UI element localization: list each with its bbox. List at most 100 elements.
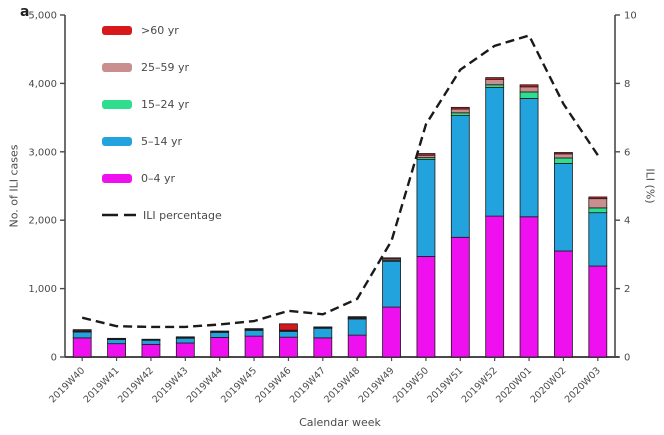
x-tick-label: 2019W45 — [219, 365, 259, 405]
bar-segment — [416, 256, 436, 358]
bar-segment — [519, 216, 539, 358]
x-tick-label: 2019W46 — [253, 365, 293, 405]
bar-segment — [141, 343, 161, 358]
bar-segment — [244, 335, 264, 358]
bar-segment — [588, 265, 608, 358]
legend-item: 5–14 yr — [102, 133, 222, 149]
y-right-tick-label: 0 — [624, 353, 630, 364]
y-left-tick-label: 1,000 — [28, 284, 57, 295]
bar-segment — [485, 215, 505, 358]
bar-segment — [554, 153, 573, 159]
bar-segment — [588, 207, 608, 214]
x-tick-label: 2019W44 — [185, 365, 225, 405]
x-tick-label: 2019W48 — [322, 365, 362, 405]
bar-segment — [554, 250, 573, 358]
bar-segment — [485, 77, 505, 80]
y-right-tick-label: 10 — [624, 11, 637, 22]
bar-segment — [279, 330, 298, 338]
y-right-tick-label: 8 — [624, 79, 630, 90]
x-tick-label: 2019W41 — [82, 365, 122, 405]
legend-label: 5–14 yr — [141, 134, 183, 148]
bar-segment — [450, 115, 470, 238]
legend-label: 25–59 yr — [141, 60, 190, 74]
bar-segment — [485, 87, 505, 217]
legend-swatch-icon — [102, 136, 132, 146]
x-tick-label: 2020W01 — [494, 365, 534, 405]
y-left-tick-label: 3,000 — [28, 147, 57, 158]
bar-segment — [450, 108, 470, 114]
legend-item: 15–24 yr — [102, 96, 222, 112]
bar-segment — [382, 257, 401, 260]
y-right-tick-label: 4 — [624, 216, 630, 227]
bar-segment — [107, 337, 126, 340]
y-axis-label-left: No. of ILI cases — [7, 144, 21, 228]
bar-segment — [554, 157, 573, 164]
x-axis-label: Calendar week — [299, 416, 381, 429]
ili-percentage-line — [81, 34, 599, 329]
bar-segment — [519, 91, 539, 99]
legend-swatch-icon — [102, 99, 132, 109]
y-right-tick-label: 6 — [624, 147, 630, 158]
y-right-tick-label: 2 — [624, 284, 630, 295]
legend-label: >60 yr — [141, 23, 179, 37]
legend-label: ILI percentage — [143, 208, 222, 222]
bar-segment — [519, 84, 539, 88]
legend-item: 25–59 yr — [102, 59, 222, 75]
bar-segment — [279, 323, 298, 331]
bar-segment — [519, 86, 539, 93]
bar-segment — [554, 152, 573, 155]
x-tick-label: 2020W03 — [563, 365, 603, 405]
bar-segment — [416, 153, 436, 156]
legend-swatch-icon — [102, 173, 132, 183]
bar-segment — [485, 84, 505, 88]
bar-segment — [485, 78, 505, 86]
bar-segment — [279, 336, 298, 358]
y-axis-label-right: ILI (%) — [643, 168, 657, 204]
bar-segment — [588, 212, 608, 267]
bar-segment — [588, 196, 608, 200]
bar-segment — [588, 198, 608, 209]
bar-segment — [416, 158, 436, 257]
x-tick-label: 2019W51 — [425, 365, 465, 405]
y-left-tick-label: 2,000 — [28, 216, 57, 227]
bar-segment — [210, 331, 230, 338]
bar-segment — [244, 328, 264, 330]
bar-segment — [347, 318, 367, 336]
bar-segment — [175, 342, 195, 358]
ili-percentage-path — [81, 34, 599, 329]
y-left-tick-label: 5,000 — [28, 11, 57, 22]
bar-segment — [313, 337, 333, 358]
legend-dash-icon — [102, 213, 136, 217]
bar-segment — [107, 343, 126, 358]
legend-swatch-icon — [102, 25, 132, 35]
bar-segment — [382, 260, 401, 308]
x-tick-label: 2019W43 — [150, 365, 190, 405]
x-tick-label: 2019W40 — [47, 365, 87, 405]
bar-segment — [72, 329, 92, 332]
bar-segment — [175, 337, 195, 344]
x-tick-label: 2020W02 — [528, 365, 568, 405]
legend-label: 0–4 yr — [141, 171, 176, 185]
bar-segment — [347, 334, 367, 358]
x-tick-label: 2019W49 — [357, 365, 397, 405]
bar-segment — [450, 106, 470, 110]
bar-segment — [382, 306, 401, 358]
bar-segment — [141, 339, 161, 345]
legend-swatch-icon — [102, 62, 132, 72]
bar-segment — [519, 98, 539, 218]
panel-label: a — [20, 4, 30, 20]
legend-label: 15–24 yr — [141, 97, 190, 111]
bar-segment — [554, 163, 573, 252]
legend: >60 yr 25–59 yr 15–24 yr 5–14 yr 0–4 yr ILI p… — [102, 22, 222, 244]
x-tick-label: 2019W52 — [460, 365, 500, 405]
bar-segment — [72, 337, 92, 358]
x-tick-label: 2019W47 — [288, 365, 328, 405]
bar-segment — [450, 112, 470, 116]
legend-item: >60 yr — [102, 22, 222, 38]
bar-segment — [210, 337, 230, 358]
x-tick-label: 2019W50 — [391, 365, 431, 405]
bar-segment — [313, 327, 333, 339]
stacked-bars — [72, 77, 608, 358]
